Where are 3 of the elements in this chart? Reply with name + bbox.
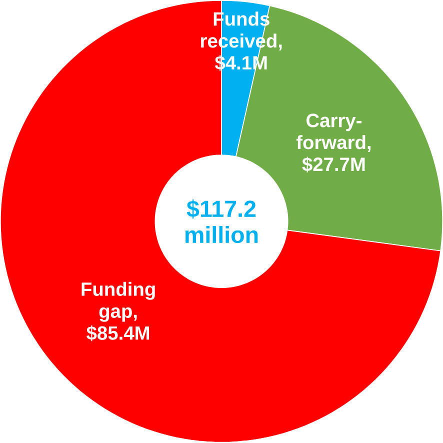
text: $117.2 million xyxy=(185,200,258,244)
slice-label: Funding gap, $85.4M xyxy=(82,282,155,342)
slice-label: Carry-forward, $27.7M xyxy=(296,114,371,173)
